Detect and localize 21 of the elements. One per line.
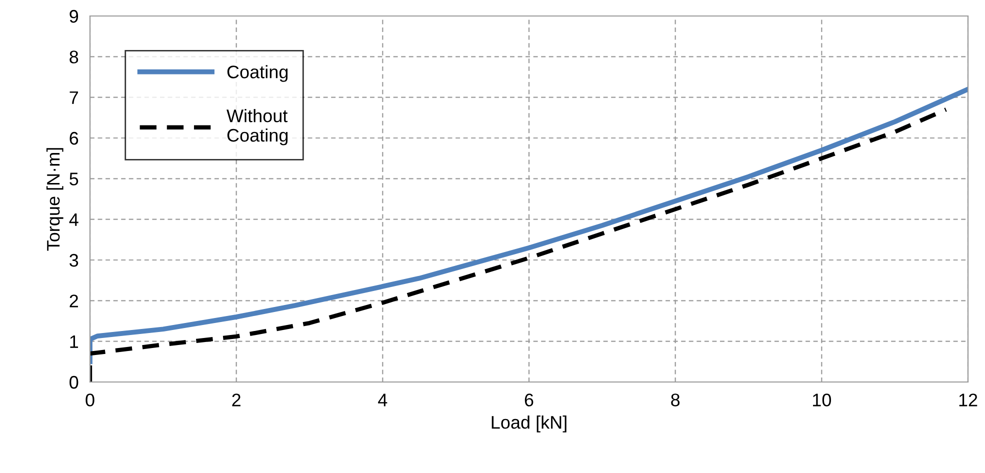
x-tick-label: 10 — [813, 394, 832, 406]
x-tick-label: 0 — [86, 394, 94, 406]
y-tick-label: 0 — [70, 376, 78, 389]
y-tick-label: 9 — [70, 10, 78, 23]
y-axis-title: Torque [N·m] — [46, 148, 64, 251]
legend-label: Coating — [227, 65, 288, 82]
y-tick-label: 1 — [70, 335, 78, 348]
x-axis-title: Load [kN] — [492, 416, 566, 432]
legend-label: Without Coating — [226, 109, 288, 146]
y-tick-label: 7 — [70, 91, 78, 104]
y-tick-label: 5 — [70, 172, 78, 186]
y-tick-label: 3 — [70, 254, 78, 267]
x-tick-label: 12 — [959, 394, 978, 406]
y-tick-label: 6 — [70, 132, 78, 145]
y-tick-label: 8 — [70, 50, 78, 64]
x-tick-label: 4 — [378, 394, 388, 406]
y-tick-label: 2 — [70, 294, 78, 308]
x-tick-label: 8 — [671, 394, 680, 406]
x-tick-label: 2 — [232, 394, 240, 406]
y-tick-label: 4 — [69, 213, 78, 226]
x-tick-label: 6 — [524, 394, 534, 406]
